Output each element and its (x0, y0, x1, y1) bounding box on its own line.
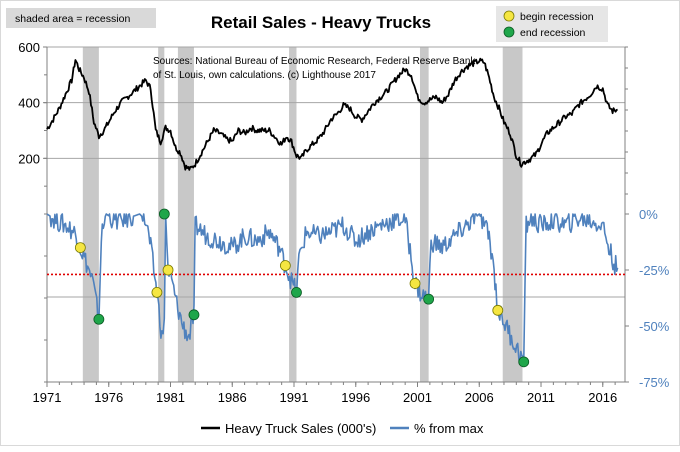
begin-recession-legend-marker (503, 10, 515, 22)
y-left-tick-label: 200 (18, 151, 40, 166)
recession-band-4 (419, 47, 429, 382)
legend-label-pct-from-max: % from max (414, 421, 484, 436)
recession-points (74, 208, 530, 368)
recession-band-0 (82, 47, 99, 382)
series-line-truck-sales (46, 57, 618, 171)
begin-recession-point-5 (492, 304, 504, 316)
end-recession-legend-marker (503, 26, 515, 38)
end-recession-legend-label: end recession (520, 27, 586, 39)
recession-band-3 (289, 47, 297, 382)
x-tick-label-2011: 2011 (527, 390, 555, 405)
y-right-tick-label: -25% (639, 263, 670, 278)
shaded-note-text: shaded area = recession (15, 13, 130, 25)
end-recession-point-2 (188, 309, 200, 321)
recession-band-2 (177, 47, 194, 382)
y-right-tick-label: 0% (639, 207, 658, 222)
recession-band-5 (502, 47, 523, 382)
y-right-tick-label: -75% (639, 375, 670, 390)
recession-shading (82, 47, 523, 382)
shaded-note-box (6, 8, 156, 28)
begin-recession-point-0 (74, 242, 86, 254)
marker-legend-box (496, 6, 608, 42)
x-tick-label-1971: 1971 (33, 390, 62, 405)
begin-recession-point-2 (162, 264, 174, 276)
x-tick-label-1996: 1996 (341, 390, 370, 405)
begin-recession-point-1 (151, 286, 163, 298)
begin-recession-legend-label: begin recession (520, 11, 594, 23)
x-tick-label-2016: 2016 (588, 390, 617, 405)
gridlines (47, 46, 625, 298)
x-tick-label-1976: 1976 (94, 390, 123, 405)
x-tick-label-2001: 2001 (403, 390, 432, 405)
begin-recession-point-4 (409, 278, 421, 289)
series-line-pct-from-max (46, 213, 619, 366)
y-left-tick-label: 600 (18, 40, 40, 55)
legend-label-truck-sales: Heavy Truck Sales (000's) (225, 421, 376, 436)
x-tick-label-1981: 1981 (156, 390, 185, 405)
y-right-tick-label: -50% (639, 319, 670, 334)
series-lines (46, 57, 619, 366)
x-tick-label-1986: 1986 (218, 390, 247, 405)
y-left-tick-label: 400 (18, 96, 40, 111)
source-line-2: of St. Louis, own calculations. (c) Ligh… (153, 70, 376, 81)
axes: 600 400 200 0% -25% -50% -75% 1971 1976 1981 1986 1… (18, 40, 669, 405)
source-line-1: Sources: National Bureau of Economic Res… (153, 56, 476, 67)
x-tick-label-2006: 2006 (465, 390, 494, 405)
chart-title: Retail Sales - Heavy Trucks (211, 13, 431, 32)
begin-recession-point-3 (279, 260, 291, 271)
end-recession-point-4 (423, 293, 435, 305)
end-recession-point-5 (518, 356, 530, 368)
end-recession-point-0 (93, 313, 105, 325)
end-recession-point-3 (291, 286, 302, 298)
end-recession-point-1 (158, 208, 170, 220)
x-tick-label-1991: 1991 (280, 390, 309, 405)
